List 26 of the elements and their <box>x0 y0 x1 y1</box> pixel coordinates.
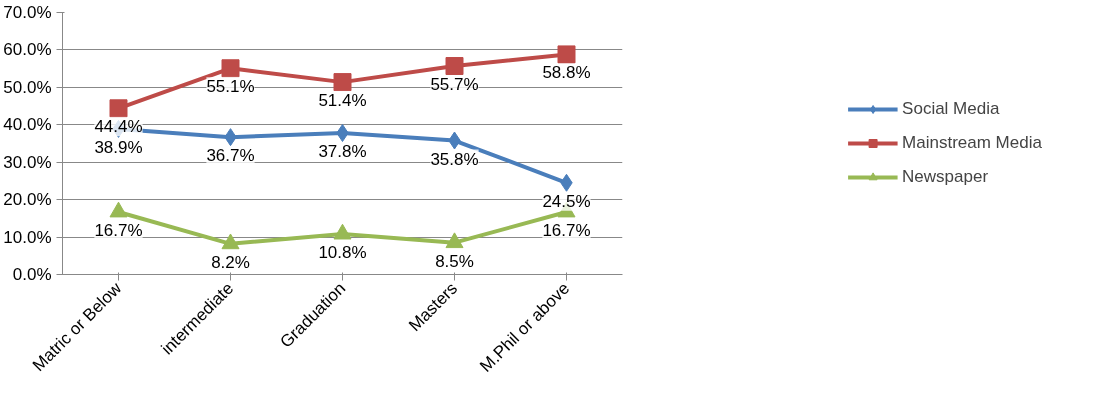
data-label: 51.4% <box>318 91 367 111</box>
legend-label: Newspaper <box>902 167 989 187</box>
data-label: 16.7% <box>94 220 143 240</box>
data-label: 37.8% <box>318 142 367 162</box>
data-label: 44.4% <box>94 117 143 137</box>
legend-label: Mainstream Media <box>902 133 1042 153</box>
y-tick-label: 70.0% <box>3 3 52 22</box>
data-label: 38.9% <box>94 137 143 157</box>
data-label: 55.1% <box>206 77 255 97</box>
data-label: 10.8% <box>318 243 367 263</box>
y-tick-label: 50.0% <box>3 77 52 97</box>
y-tick-label: 30.0% <box>3 152 52 172</box>
data-label: 55.7% <box>430 75 479 95</box>
y-tick-label: 0.0% <box>12 265 52 284</box>
data-label: 8.5% <box>435 251 474 271</box>
y-tick-label: 40.0% <box>3 115 52 135</box>
y-tick-label: 10.0% <box>3 227 52 247</box>
data-label: 36.7% <box>206 146 255 166</box>
legend-label: Social Media <box>902 99 1000 119</box>
y-tick-label: 60.0% <box>3 40 52 60</box>
data-label: 16.7% <box>542 220 591 240</box>
data-label: 58.8% <box>542 63 591 83</box>
data-label: 24.5% <box>542 191 591 211</box>
data-label: 35.8% <box>430 149 479 169</box>
data-label: 8.2% <box>211 252 250 272</box>
y-tick-label: 20.0% <box>3 190 52 210</box>
